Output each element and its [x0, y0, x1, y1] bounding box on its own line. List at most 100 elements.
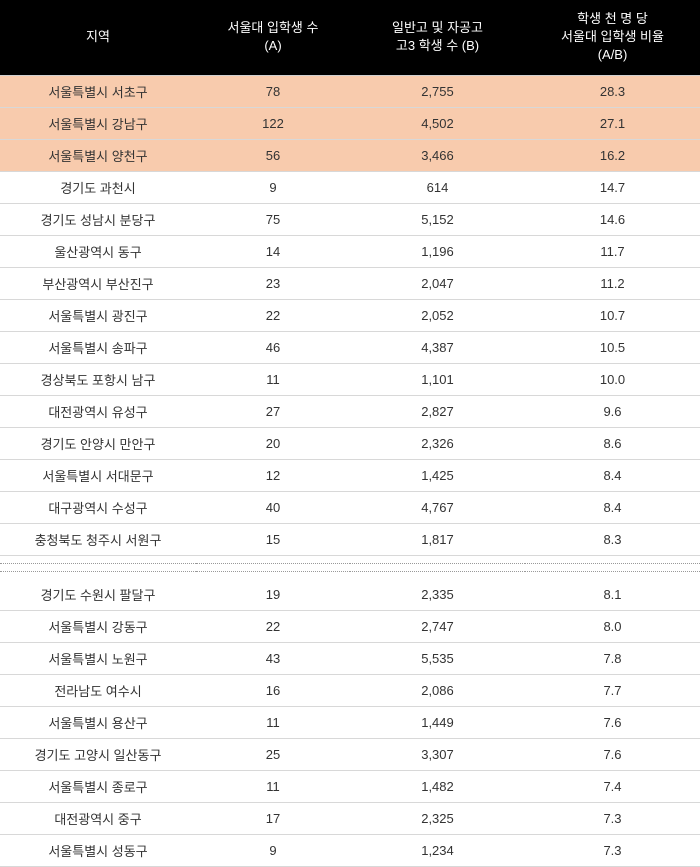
- cell-region: 서울특별시 종로구: [0, 771, 196, 803]
- cell-b: 2,047: [350, 267, 525, 299]
- table-row: 대구광역시 수성구404,7678.4: [0, 491, 700, 523]
- cell-region: 대전광역시 중구: [0, 803, 196, 835]
- cell-region: 대전광역시 유성구: [0, 395, 196, 427]
- table-row: 경기도 과천시961414.7: [0, 171, 700, 203]
- cell-b: 1,425: [350, 459, 525, 491]
- cell-b: 2,335: [350, 579, 525, 611]
- cell-ratio: 7.8: [525, 643, 700, 675]
- cell-a: 12: [196, 459, 350, 491]
- cell-region: 서울특별시 서초구: [0, 75, 196, 107]
- cell-ratio: 8.1: [525, 579, 700, 611]
- table-body-bottom: 경기도 수원시 팔달구192,3358.1서울특별시 강동구222,7478.0…: [0, 579, 700, 867]
- cell-a: 9: [196, 171, 350, 203]
- cell-ratio: 8.3: [525, 523, 700, 555]
- cell-ratio: 11.7: [525, 235, 700, 267]
- cell-a: 75: [196, 203, 350, 235]
- cell-region: 서울특별시 강동구: [0, 611, 196, 643]
- cell-ratio: 10.7: [525, 299, 700, 331]
- header-region: 지역: [0, 0, 196, 75]
- table-row: 전라남도 여수시162,0867.7: [0, 675, 700, 707]
- cell-a: 43: [196, 643, 350, 675]
- table-row: 경기도 고양시 일산동구253,3077.6: [0, 739, 700, 771]
- cell-region: 경상북도 포항시 남구: [0, 363, 196, 395]
- table-row: 서울특별시 서초구782,75528.3: [0, 75, 700, 107]
- cell-ratio: 8.4: [525, 459, 700, 491]
- cell-ratio: 28.3: [525, 75, 700, 107]
- header-col-b: 일반고 및 자공고고3 학생 수 (B): [350, 0, 525, 75]
- table-row: 서울특별시 서대문구121,4258.4: [0, 459, 700, 491]
- header-col-ratio: 학생 천 명 당서울대 입학생 비율(A/B): [525, 0, 700, 75]
- cell-ratio: 14.6: [525, 203, 700, 235]
- cell-a: 23: [196, 267, 350, 299]
- cell-region: 경기도 수원시 팔달구: [0, 579, 196, 611]
- cell-region: 경기도 고양시 일산동구: [0, 739, 196, 771]
- cell-ratio: 8.6: [525, 427, 700, 459]
- cell-b: 3,307: [350, 739, 525, 771]
- cell-b: 1,817: [350, 523, 525, 555]
- cell-b: 5,535: [350, 643, 525, 675]
- cell-ratio: 7.6: [525, 739, 700, 771]
- cell-b: 2,755: [350, 75, 525, 107]
- cell-a: 14: [196, 235, 350, 267]
- cell-region: 경기도 안양시 만안구: [0, 427, 196, 459]
- table-row: 서울특별시 성동구91,2347.3: [0, 835, 700, 867]
- cell-region: 서울특별시 성동구: [0, 835, 196, 867]
- cell-a: 22: [196, 611, 350, 643]
- table-row: 서울특별시 송파구464,38710.5: [0, 331, 700, 363]
- table-row: 서울특별시 종로구111,4827.4: [0, 771, 700, 803]
- cell-a: 16: [196, 675, 350, 707]
- cell-region: 서울특별시 광진구: [0, 299, 196, 331]
- cell-b: 3,466: [350, 139, 525, 171]
- cell-region: 서울특별시 용산구: [0, 707, 196, 739]
- cell-region: 대구광역시 수성구: [0, 491, 196, 523]
- table-row: 서울특별시 양천구563,46616.2: [0, 139, 700, 171]
- table-row: 경기도 수원시 팔달구192,3358.1: [0, 579, 700, 611]
- cell-ratio: 10.0: [525, 363, 700, 395]
- cell-a: 20: [196, 427, 350, 459]
- table-row: 대전광역시 유성구272,8279.6: [0, 395, 700, 427]
- cell-a: 17: [196, 803, 350, 835]
- cell-b: 1,449: [350, 707, 525, 739]
- cell-b: 2,827: [350, 395, 525, 427]
- table-row: 경상북도 포항시 남구111,10110.0: [0, 363, 700, 395]
- cell-a: 11: [196, 707, 350, 739]
- cell-ratio: 11.2: [525, 267, 700, 299]
- dotted-row: [0, 563, 700, 571]
- cell-a: 9: [196, 835, 350, 867]
- table-row: 서울특별시 용산구111,4497.6: [0, 707, 700, 739]
- table-row: 충청북도 청주시 서원구151,8178.3: [0, 523, 700, 555]
- cell-a: 25: [196, 739, 350, 771]
- table-header: 지역 서울대 입학생 수(A) 일반고 및 자공고고3 학생 수 (B) 학생 …: [0, 0, 700, 75]
- cell-ratio: 10.5: [525, 331, 700, 363]
- cell-b: 2,747: [350, 611, 525, 643]
- cell-b: 614: [350, 171, 525, 203]
- cell-b: 1,234: [350, 835, 525, 867]
- table-row: 울산광역시 동구141,19611.7: [0, 235, 700, 267]
- cell-a: 27: [196, 395, 350, 427]
- cell-ratio: 9.6: [525, 395, 700, 427]
- cell-ratio: 7.3: [525, 835, 700, 867]
- table-row: 서울특별시 강동구222,7478.0: [0, 611, 700, 643]
- header-col-a: 서울대 입학생 수(A): [196, 0, 350, 75]
- cell-ratio: 8.4: [525, 491, 700, 523]
- cell-b: 4,767: [350, 491, 525, 523]
- cell-region: 울산광역시 동구: [0, 235, 196, 267]
- cell-region: 전라남도 여수시: [0, 675, 196, 707]
- cell-a: 56: [196, 139, 350, 171]
- cell-a: 22: [196, 299, 350, 331]
- cell-b: 5,152: [350, 203, 525, 235]
- gap-row: [0, 555, 700, 563]
- table-row: 경기도 안양시 만안구202,3268.6: [0, 427, 700, 459]
- cell-region: 경기도 성남시 분당구: [0, 203, 196, 235]
- cell-a: 122: [196, 107, 350, 139]
- cell-ratio: 7.4: [525, 771, 700, 803]
- cell-ratio: 27.1: [525, 107, 700, 139]
- cell-ratio: 7.3: [525, 803, 700, 835]
- cell-b: 1,482: [350, 771, 525, 803]
- cell-region: 서울특별시 양천구: [0, 139, 196, 171]
- table-separator: [0, 555, 700, 579]
- cell-a: 40: [196, 491, 350, 523]
- cell-b: 2,052: [350, 299, 525, 331]
- cell-a: 15: [196, 523, 350, 555]
- table-body-top: 서울특별시 서초구782,75528.3서울특별시 강남구1224,50227.…: [0, 75, 700, 555]
